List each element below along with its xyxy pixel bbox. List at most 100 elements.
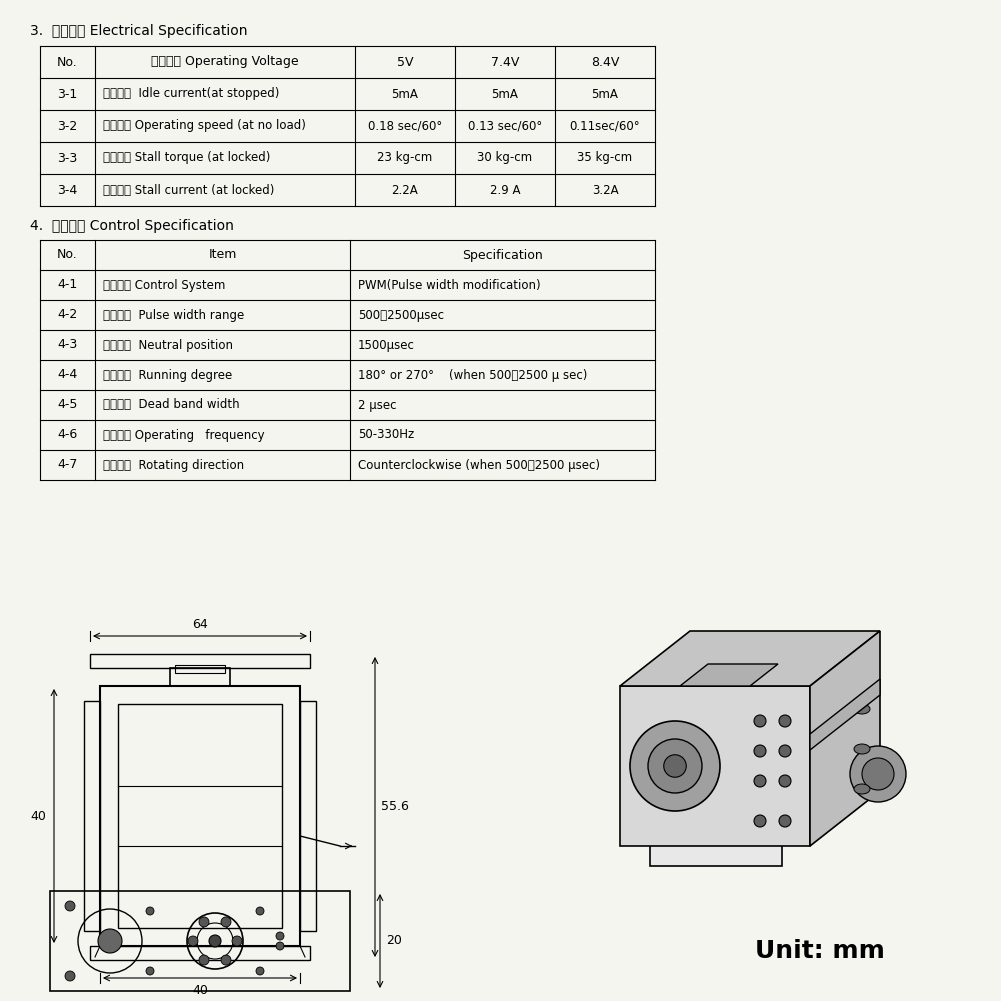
Text: PWM(Pulse width modification): PWM(Pulse width modification) [358,278,541,291]
Ellipse shape [854,744,870,754]
Text: 50-330Hz: 50-330Hz [358,428,414,441]
Circle shape [209,935,221,947]
Text: 7.4V: 7.4V [490,55,520,68]
Text: 2 μsec: 2 μsec [358,398,396,411]
Polygon shape [680,664,778,686]
Text: No.: No. [57,55,78,68]
Circle shape [256,907,264,915]
Circle shape [146,967,154,975]
Circle shape [779,745,791,757]
Text: 5mA: 5mA [491,87,519,100]
Text: 180° or 270°    (when 500～2500 μ sec): 180° or 270° (when 500～2500 μ sec) [358,368,588,381]
Circle shape [779,775,791,787]
Text: 3-2: 3-2 [57,119,78,132]
Text: 4-7: 4-7 [57,458,78,471]
Circle shape [199,917,209,927]
Circle shape [779,815,791,827]
Text: 3-4: 3-4 [57,183,78,196]
Text: Counterclockwise (when 500～2500 μsec): Counterclockwise (when 500～2500 μsec) [358,458,600,471]
Text: 中点位置  Neutral position: 中点位置 Neutral position [103,338,233,351]
Text: Unit: mm: Unit: mm [755,939,885,963]
Bar [175,665,225,673]
Text: 3-3: 3-3 [57,151,78,164]
Text: 工作电压 Operating Voltage: 工作电压 Operating Voltage [151,55,299,68]
Circle shape [221,917,231,927]
Bar [650,716,782,866]
Text: 20: 20 [386,935,402,948]
Bar [100,686,300,946]
Circle shape [779,715,791,727]
Circle shape [221,955,231,965]
Text: 控制频率 Operating   frequency: 控制频率 Operating frequency [103,428,264,441]
Text: 4-6: 4-6 [57,428,78,441]
Circle shape [754,715,766,727]
Text: 2.9 A: 2.9 A [489,183,521,196]
Text: 23 kg-cm: 23 kg-cm [377,151,432,164]
Text: 4.  控制特性 Control Specification: 4. 控制特性 Control Specification [30,219,234,233]
Text: 5mA: 5mA [391,87,418,100]
Text: 500～2500μsec: 500～2500μsec [358,308,444,321]
Text: No.: No. [57,248,78,261]
Text: 8.4V: 8.4V [591,55,620,68]
Text: 堵转扭矩 Stall torque (at locked): 堵转扭矩 Stall torque (at locked) [103,151,270,164]
Text: 0.13 sec/60°: 0.13 sec/60° [467,119,543,132]
Circle shape [188,936,198,946]
Circle shape [146,907,154,915]
Circle shape [862,758,894,790]
Text: 待机电流  Idle current(at stopped): 待机电流 Idle current(at stopped) [103,87,279,100]
Circle shape [648,739,702,793]
Circle shape [276,932,284,940]
Text: 0.18 sec/60°: 0.18 sec/60° [368,119,442,132]
Bar [90,946,310,960]
Bar [90,654,310,668]
Text: 5mA: 5mA [592,87,619,100]
Text: 3.  电气特性 Electrical Specification: 3. 电气特性 Electrical Specification [30,24,247,38]
Bar [118,704,282,928]
Ellipse shape [854,704,870,714]
Text: Specification: Specification [462,248,543,261]
Text: 旋转方向  Rotating direction: 旋转方向 Rotating direction [103,458,244,471]
Text: 5V: 5V [396,55,413,68]
Text: 40: 40 [30,810,46,823]
Polygon shape [620,686,810,846]
Text: 30 kg-cm: 30 kg-cm [477,151,533,164]
Text: 堵转电流 Stall current (at locked): 堵转电流 Stall current (at locked) [103,183,274,196]
Text: 控制精度  Dead band width: 控制精度 Dead band width [103,398,239,411]
Circle shape [850,746,906,802]
Circle shape [98,929,122,953]
Text: 4-2: 4-2 [57,308,78,321]
Bar [170,668,230,686]
Circle shape [630,721,720,811]
Text: 脉宽范围  Pulse width range: 脉宽范围 Pulse width range [103,308,244,321]
Text: 4-1: 4-1 [57,278,78,291]
Text: 4-5: 4-5 [57,398,78,411]
Polygon shape [620,631,880,686]
Circle shape [65,971,75,981]
Circle shape [256,967,264,975]
Circle shape [232,936,242,946]
Text: 3.2A: 3.2A [592,183,619,196]
Text: 空载转速 Operating speed (at no load): 空载转速 Operating speed (at no load) [103,119,306,132]
Bar [50,891,350,991]
Circle shape [276,942,284,950]
Text: 2.2A: 2.2A [391,183,418,196]
Text: 40: 40 [192,984,208,997]
Circle shape [754,745,766,757]
Bar [84,701,100,931]
Text: 0.11sec/60°: 0.11sec/60° [570,119,641,132]
Text: 55.6: 55.6 [381,801,409,814]
Polygon shape [810,631,880,846]
Circle shape [754,815,766,827]
Text: 控制角度  Running degree: 控制角度 Running degree [103,368,232,381]
Text: 1500μsec: 1500μsec [358,338,414,351]
Circle shape [65,901,75,911]
Circle shape [199,955,209,965]
Ellipse shape [854,784,870,794]
Text: 64: 64 [192,618,208,631]
Circle shape [754,775,766,787]
Text: 3-1: 3-1 [57,87,78,100]
Circle shape [664,755,687,777]
Polygon shape [810,679,880,750]
Bar [300,701,316,931]
Text: Item: Item [208,248,236,261]
